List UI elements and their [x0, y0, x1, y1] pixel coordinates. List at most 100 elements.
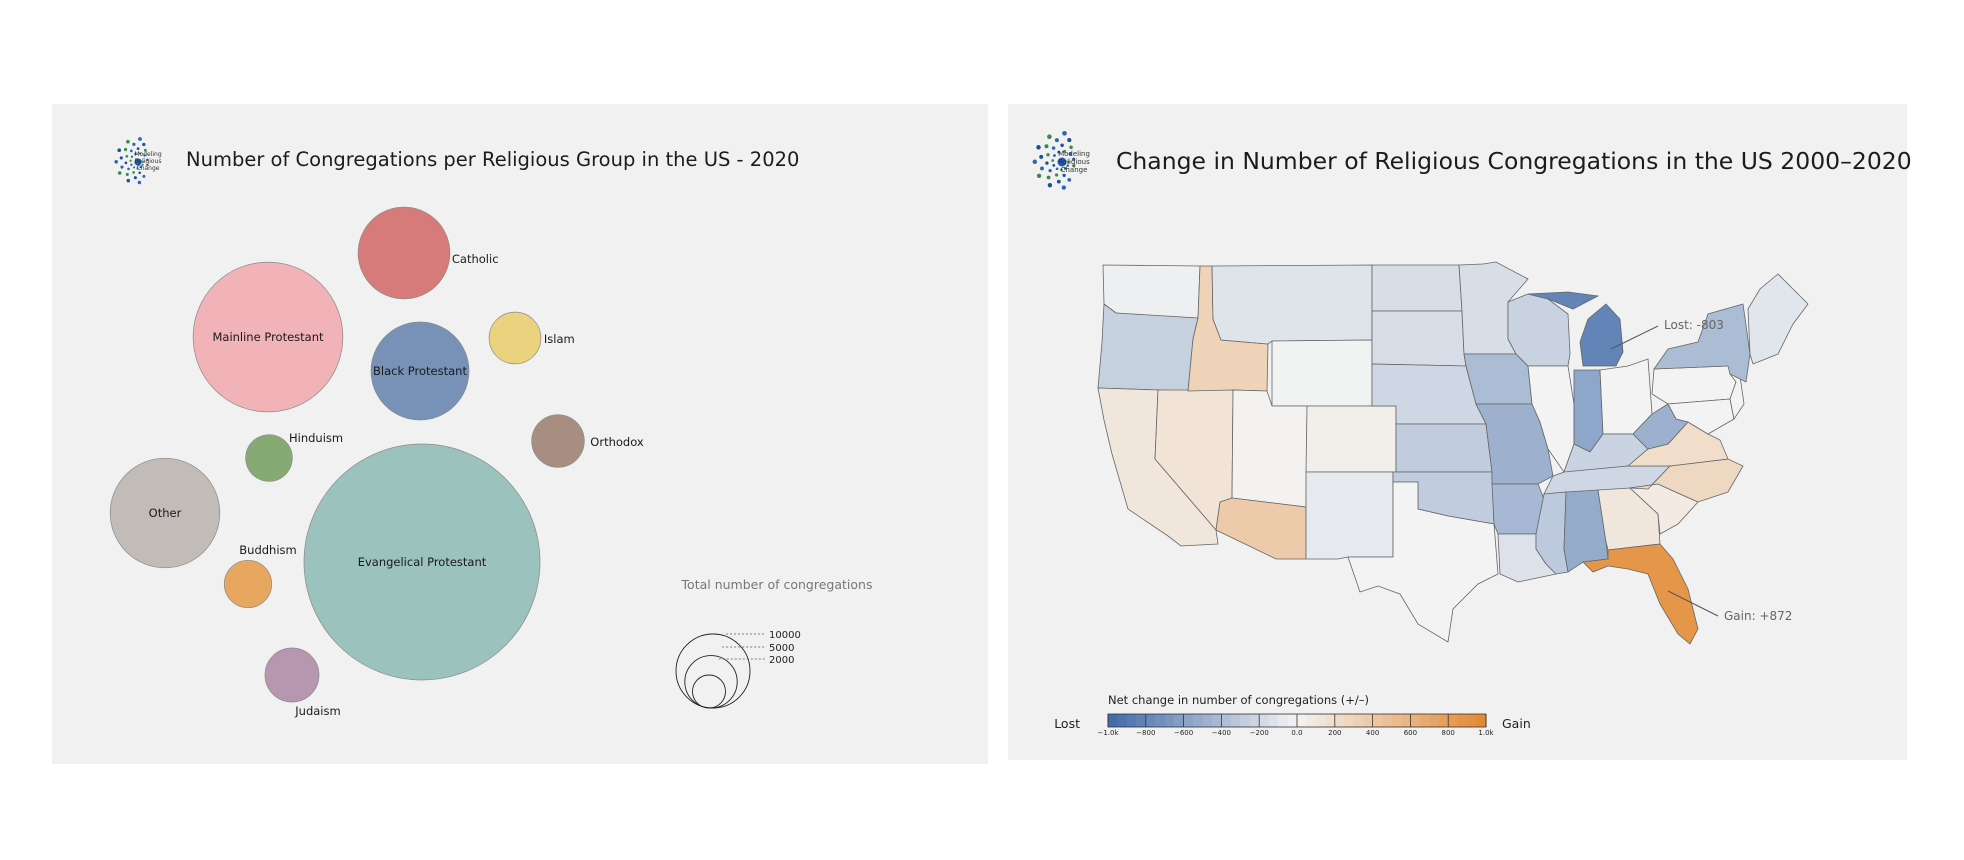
colorbar-cell — [1108, 714, 1118, 727]
state-iowa[interactable] — [1463, 353, 1533, 405]
choropleth-title: Change in Number of Religious Congregati… — [1116, 147, 1912, 175]
colorbar-cell — [1164, 714, 1175, 727]
colorbar-cell — [1410, 714, 1421, 727]
state-wisconsin[interactable] — [1507, 293, 1571, 367]
colorbar-cell — [1136, 714, 1147, 727]
colorbar-cell — [1193, 714, 1203, 727]
modeling-religious-change-logo: Modeling Religious Change — [1032, 130, 1090, 190]
size-legend: Total number of congregations 10000 50002… — [675, 577, 873, 709]
state-colorado[interactable] — [1305, 405, 1397, 473]
bubble-label-islam: Islam — [544, 332, 575, 346]
bubble-hinduism[interactable] — [245, 434, 293, 482]
state-new-york[interactable] — [1653, 303, 1751, 383]
logo-word-2: Religious — [135, 158, 162, 165]
bubble-chart-panel: Modeling Religious Change Number of Cong… — [52, 104, 988, 764]
state-kansas[interactable] — [1395, 423, 1493, 473]
colorbar-cell — [1429, 714, 1440, 727]
state-texas[interactable] — [1347, 481, 1499, 643]
bubble-catholic[interactable] — [357, 206, 451, 300]
bubble-other[interactable] — [109, 457, 221, 569]
colorbar-cell — [1287, 714, 1298, 727]
bubble-label-evangelical-protestant: Evangelical Protestant — [358, 555, 487, 569]
colorbar: Net change in number of congregations (+… — [1054, 693, 1531, 737]
size-legend-label: 5000 — [769, 643, 794, 654]
colorbar-cell — [1297, 714, 1307, 727]
annotation-michigan: Lost: -803 — [1664, 318, 1724, 332]
bubble-buddhism[interactable] — [223, 559, 273, 609]
colorbar-tick-label: −200 — [1250, 729, 1269, 737]
colorbar-tick-label: 0.0 — [1291, 729, 1302, 737]
modeling-religious-change-logo: Modeling Religious Change — [114, 137, 162, 185]
colorbar-cell — [1117, 714, 1128, 727]
colorbar-cell — [1448, 714, 1458, 727]
colorbar-tick-label: −1.0k — [1097, 729, 1119, 737]
us-choropleth-map: Lost: -803 Gain: +872 Net change in numbe… — [1054, 261, 1809, 737]
colorbar-cell — [1344, 714, 1354, 727]
colorbar-cell — [1221, 714, 1232, 727]
colorbar-cell — [1306, 714, 1317, 727]
colorbar-tick-label: 600 — [1404, 729, 1417, 737]
size-legend-title: Total number of congregations — [681, 577, 873, 592]
state-utah[interactable] — [1231, 389, 1308, 508]
colorbar-cell — [1249, 714, 1260, 727]
bubble-evangelical-protestant[interactable] — [303, 443, 541, 681]
state-michigan[interactable] — [1527, 291, 1624, 367]
state-washington[interactable] — [1102, 264, 1201, 319]
state-montana[interactable] — [1211, 264, 1373, 345]
colorbar-cell — [1363, 714, 1373, 727]
colorbar-cell — [1230, 714, 1241, 727]
bubble-judaism[interactable] — [264, 647, 320, 703]
state-oregon[interactable] — [1097, 303, 1199, 392]
colorbar-cell — [1315, 714, 1326, 727]
bubble-label-hinduism: Hinduism — [289, 431, 343, 445]
state-wyoming[interactable] — [1271, 339, 1373, 407]
colorbar-cell — [1183, 714, 1194, 727]
colorbar-tick-label: −400 — [1212, 729, 1231, 737]
annotation-leader-florida — [1667, 590, 1719, 617]
state-north-dakota[interactable] — [1371, 264, 1463, 312]
colorbar-cell — [1353, 714, 1364, 727]
colorbar-high-label: Gain — [1502, 716, 1531, 731]
colorbar-tick-label: 1.0k — [1478, 729, 1494, 737]
state-arkansas[interactable] — [1491, 483, 1545, 535]
colorbar-cell — [1400, 714, 1411, 727]
colorbar-cell — [1155, 714, 1165, 727]
logo-word-1: Modeling — [1058, 150, 1090, 158]
colorbar-cell — [1419, 714, 1430, 727]
bubble-label-orthodox: Orthodox — [590, 435, 644, 449]
logo-dots — [114, 137, 149, 185]
bubble-chart-title: Number of Congregations per Religious Gr… — [186, 148, 800, 171]
size-legend-label: 2000 — [769, 655, 794, 666]
colorbar-title: Net change in number of congregations (+… — [1108, 693, 1369, 707]
size-legend-label: 10000 — [769, 630, 801, 641]
colorbar-cell — [1476, 714, 1487, 727]
bubble-label-other: Other — [149, 506, 182, 520]
colorbar-cell — [1457, 714, 1468, 727]
bubble-mainline-protestant[interactable] — [192, 261, 344, 413]
colorbar-low-label: Lost — [1054, 716, 1080, 731]
colorbar-tick-label: −600 — [1174, 729, 1193, 737]
colorbar-cell — [1391, 714, 1402, 727]
colorbar-cell — [1325, 714, 1336, 727]
colorbar-cell — [1268, 714, 1279, 727]
colorbar-cell — [1145, 714, 1156, 727]
state-new-england[interactable] — [1747, 273, 1809, 365]
state-arizona[interactable] — [1215, 497, 1307, 560]
state-new-mexico[interactable] — [1305, 471, 1394, 560]
bubble-islam[interactable] — [488, 311, 542, 365]
state-pennsylvania[interactable] — [1651, 365, 1737, 405]
colorbar-cell — [1382, 714, 1392, 727]
bubble-orthodox[interactable] — [531, 414, 585, 468]
annotation-leader-michigan — [1610, 325, 1659, 350]
bubble-label-buddhism: Buddhism — [239, 543, 296, 557]
state-south-dakota[interactable] — [1371, 310, 1467, 367]
logo-dots — [1032, 130, 1076, 190]
bubble-chart: Evangelical Protestant Mainline Protestan… — [109, 206, 873, 718]
logo-word-2: Religious — [1058, 158, 1090, 166]
logo-word-3: Change — [137, 165, 160, 172]
colorbar-cell — [1211, 714, 1222, 727]
state-florida[interactable] — [1582, 543, 1699, 645]
colorbar-cell — [1278, 714, 1288, 727]
colorbar-cell — [1174, 714, 1184, 727]
bubble-black-protestant[interactable] — [370, 321, 470, 421]
